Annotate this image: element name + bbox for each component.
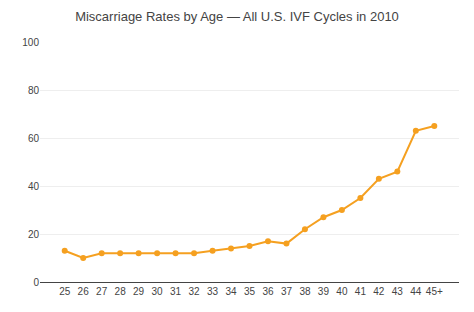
- svg-text:37: 37: [281, 286, 293, 297]
- svg-text:30: 30: [152, 286, 164, 297]
- svg-text:36: 36: [262, 286, 274, 297]
- svg-text:28: 28: [115, 286, 127, 297]
- svg-text:44: 44: [410, 286, 422, 297]
- svg-text:43: 43: [392, 286, 404, 297]
- svg-text:25: 25: [59, 286, 71, 297]
- svg-text:27: 27: [96, 286, 108, 297]
- svg-text:40: 40: [28, 181, 40, 192]
- svg-text:100: 100: [22, 37, 39, 48]
- svg-text:41: 41: [355, 286, 367, 297]
- svg-text:34: 34: [225, 286, 237, 297]
- svg-text:39: 39: [318, 286, 330, 297]
- svg-text:42: 42: [373, 286, 385, 297]
- svg-text:32: 32: [188, 286, 200, 297]
- svg-text:35: 35: [244, 286, 256, 297]
- svg-text:38: 38: [299, 286, 311, 297]
- svg-text:33: 33: [207, 286, 219, 297]
- svg-text:80: 80: [28, 85, 40, 96]
- svg-text:26: 26: [78, 286, 90, 297]
- svg-text:Miscarriage Rates by Age — All: Miscarriage Rates by Age — All U.S. IVF …: [75, 9, 399, 24]
- svg-text:60: 60: [28, 133, 40, 144]
- svg-text:40: 40: [336, 286, 348, 297]
- svg-text:0: 0: [33, 277, 39, 288]
- svg-text:45+: 45+: [426, 286, 443, 297]
- svg-text:20: 20: [28, 229, 40, 240]
- svg-text:29: 29: [133, 286, 145, 297]
- svg-text:31: 31: [170, 286, 182, 297]
